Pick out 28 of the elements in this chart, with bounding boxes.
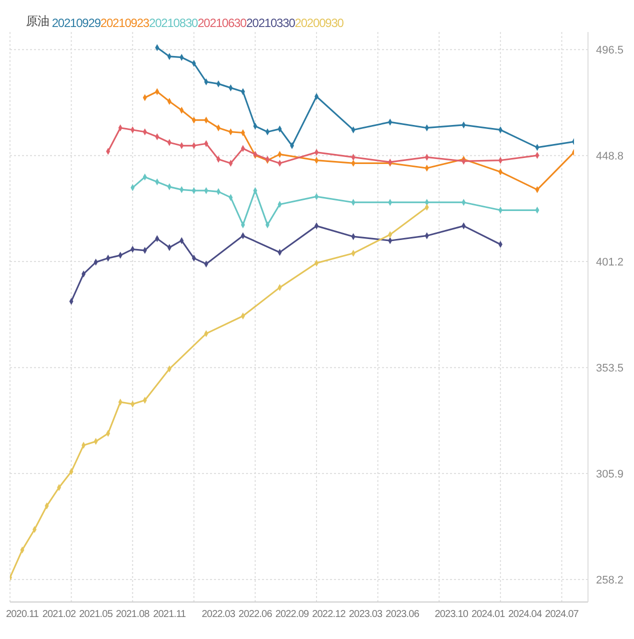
x-tick-label: 2021.05 <box>79 609 114 620</box>
x-tick-label: 2022.03 <box>202 609 236 620</box>
text: 20210330 <box>246 16 295 30</box>
x-tick-label: 2023.03 <box>348 609 384 620</box>
text: 20210929 <box>52 16 100 30</box>
y-tick-label: 258.2 <box>596 574 624 586</box>
y-tick-label: 401.2 <box>596 256 624 268</box>
text: 20210630 <box>198 16 246 30</box>
x-tick-label: 2021.02 <box>42 609 77 620</box>
x-tick-label: 2023.06 <box>386 609 420 620</box>
chart-title: 原油 <box>26 13 49 30</box>
y-tick-label: 448.8 <box>596 150 624 163</box>
y-tick-label: 305.9 <box>596 468 624 480</box>
x-tick-label: 2020.11 <box>6 609 40 620</box>
text: 20210923 <box>100 16 149 30</box>
x-tick-label: 2023.10 <box>434 609 469 620</box>
text: 20200930 <box>294 16 344 30</box>
x-tick-label: 2022.12 <box>312 609 346 620</box>
x-tick-label: 2022.09 <box>275 609 310 620</box>
x-tick-label: 2024.01 <box>471 609 506 620</box>
y-tick-label: 353.5 <box>596 362 624 374</box>
y-tick-label: 496.5 <box>596 44 624 56</box>
x-tick-label: 2024.04 <box>508 609 542 620</box>
x-tick-label: 2021.11 <box>153 609 187 620</box>
text: 20210830 <box>149 16 198 30</box>
x-tick-label: 2021.08 <box>116 609 150 620</box>
x-tick-label: 2024.07 <box>545 609 580 620</box>
x-tick-label: 2022.06 <box>238 609 273 620</box>
